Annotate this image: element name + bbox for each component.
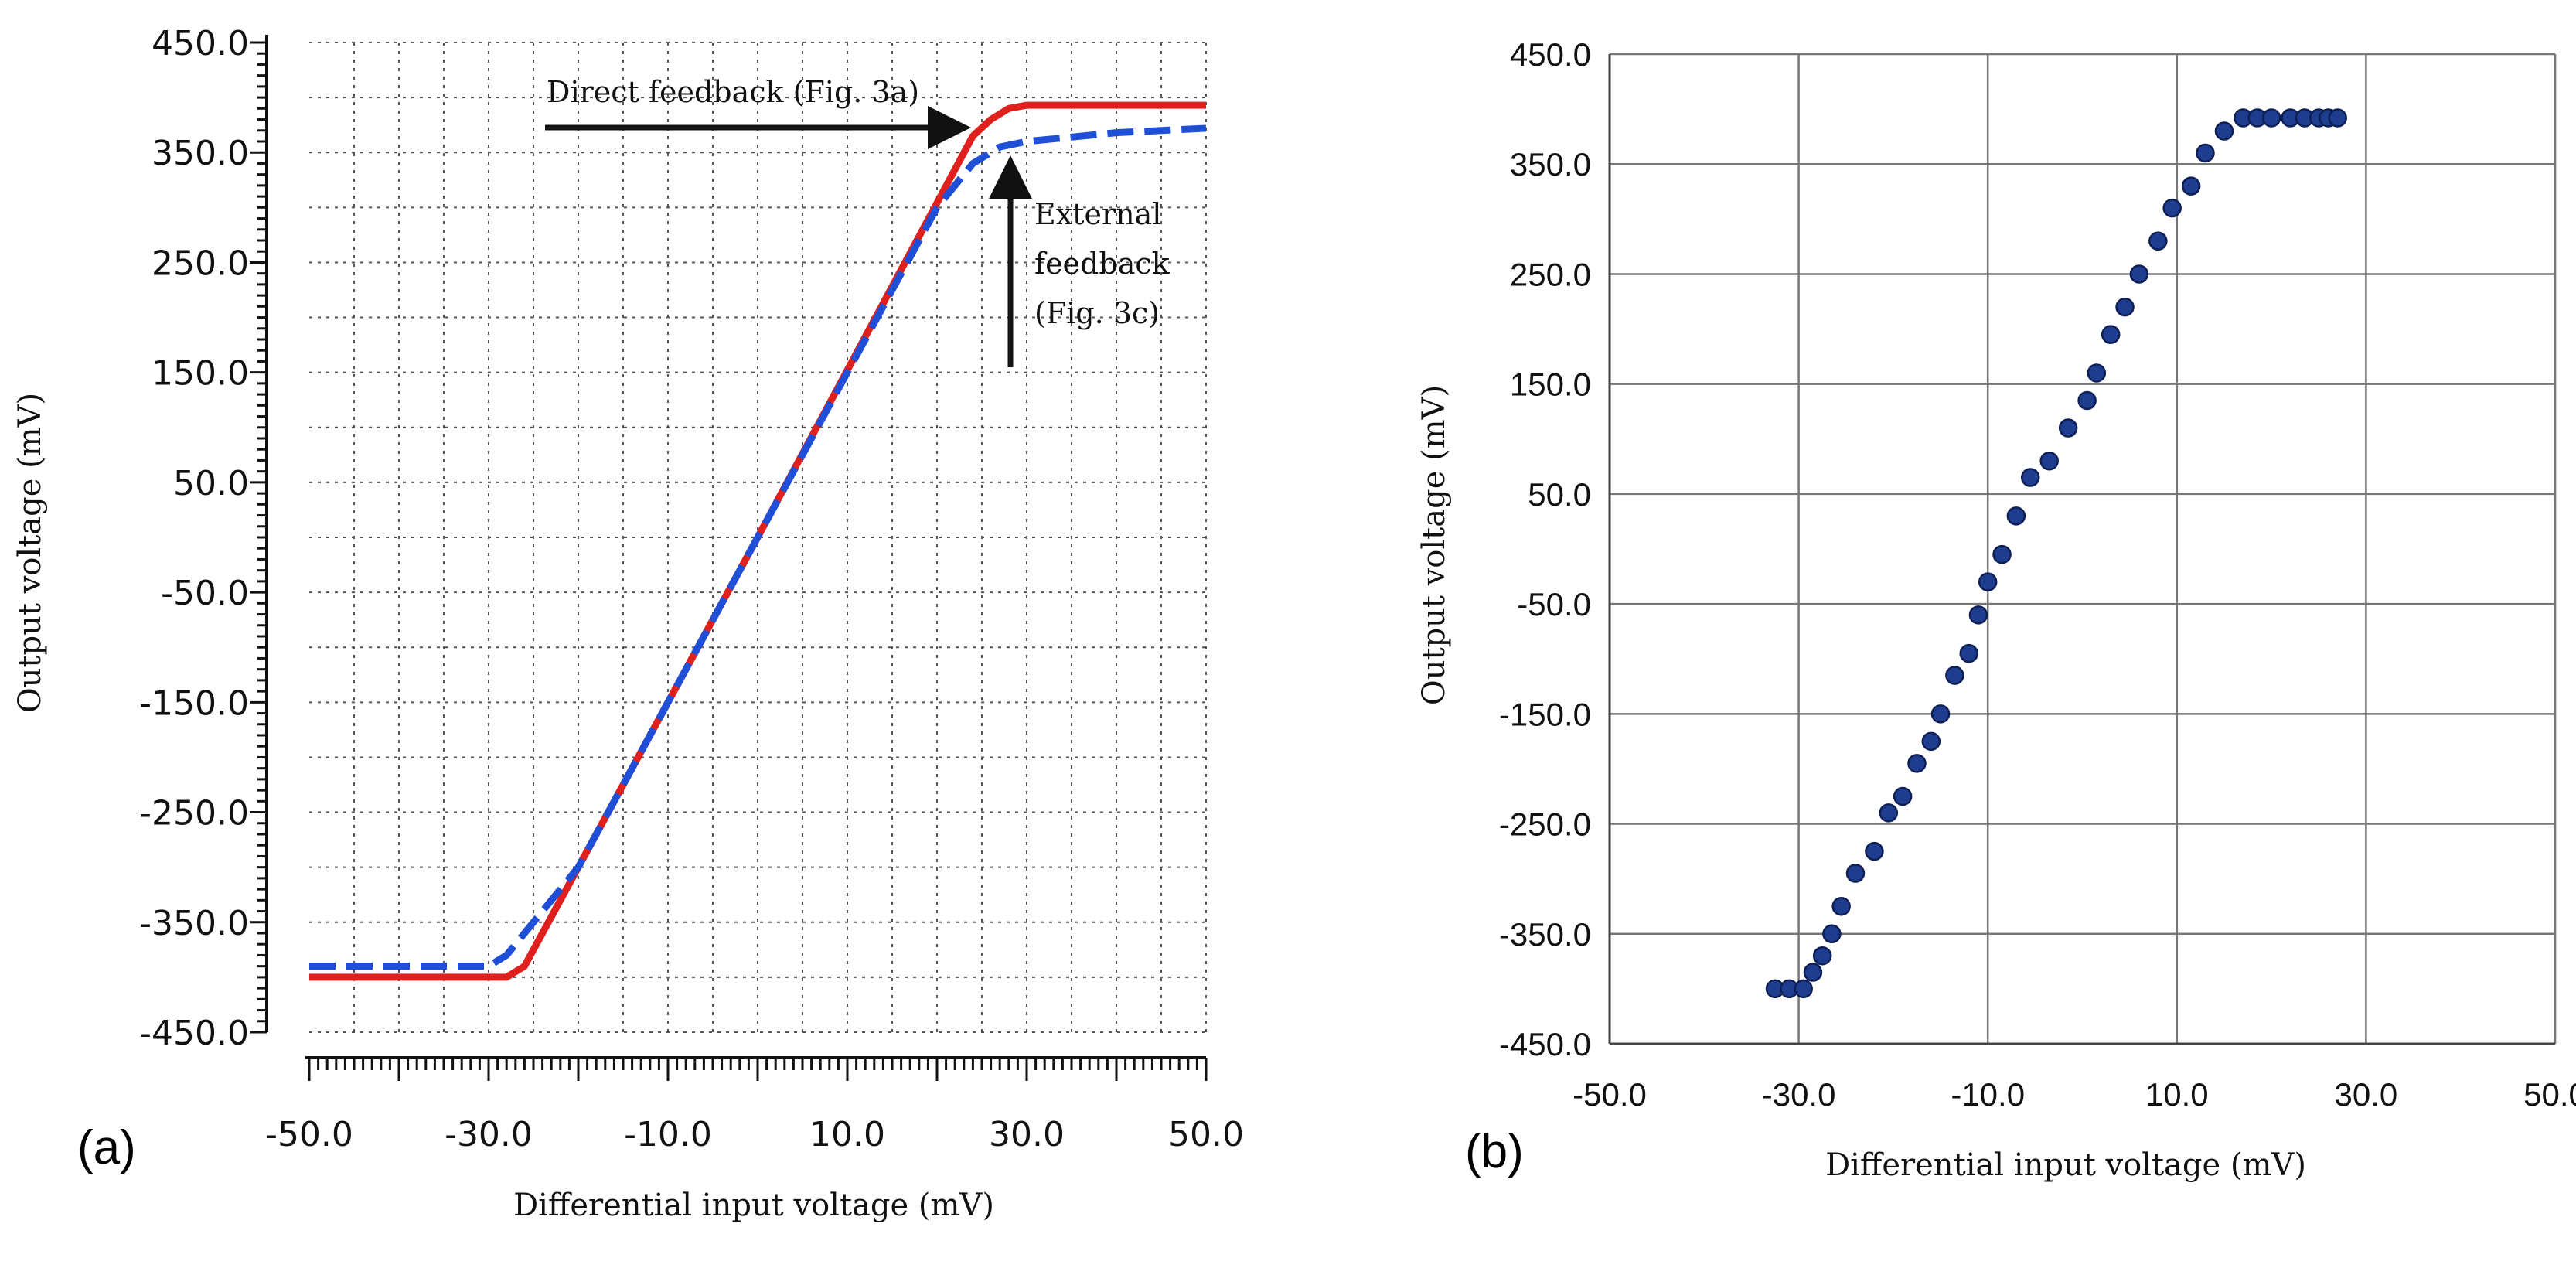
scatter-point — [2101, 325, 2121, 344]
x-tick-label: -10.0 — [624, 1115, 712, 1154]
chart-b-ylabel: Output voltage (mV) — [1416, 385, 1452, 705]
scatter-point — [2020, 468, 2040, 487]
chart-a-axes — [250, 35, 1208, 1081]
scatter-point — [2129, 264, 2149, 284]
scatter-point — [1959, 643, 1978, 663]
y-tick-label: 250.0 — [1510, 256, 1591, 292]
scatter-point — [2214, 121, 2234, 141]
scatter-point — [2148, 231, 2168, 251]
scatter-point — [1921, 731, 1941, 752]
scatter-point — [1803, 963, 1823, 982]
x-tick-label: 50.0 — [2523, 1076, 2576, 1113]
y-tick-label: 350.0 — [152, 134, 249, 173]
y-tick-label: 150.0 — [1510, 366, 1591, 403]
scatter-point — [1945, 666, 1964, 685]
chart-panel-b: 450.0 350.0 250.0 150.0 50.0 -50.0 -150.0 -250.… — [1416, 36, 2576, 1183]
x-tick-label: -50.0 — [265, 1115, 353, 1154]
x-tick-label: 30.0 — [2335, 1076, 2398, 1113]
panel-label-a: (a) — [77, 1121, 136, 1174]
y-tick-label: -150.0 — [1499, 696, 1591, 732]
scatter-point — [2058, 418, 2078, 438]
y-tick-label: -450.0 — [1499, 1026, 1591, 1062]
scatter-point — [1992, 544, 2012, 564]
scatter-point — [1812, 946, 1832, 966]
annotation-direct-feedback: Direct feedback (Fig. 3a) — [547, 75, 919, 109]
y-tick-label: 350.0 — [1510, 146, 1591, 182]
annotation-external-feedback-line3: (Fig. 3c) — [1034, 296, 1160, 330]
y-tick-label: 250.0 — [152, 244, 249, 283]
scatter-point — [2115, 297, 2135, 317]
scatter-point — [1893, 786, 1913, 806]
scatter-point — [2261, 108, 2281, 128]
y-tick-label: -150.0 — [139, 683, 249, 723]
scatter-point — [1879, 803, 1899, 823]
scatter-point — [1978, 572, 1998, 591]
scatter-point — [2077, 390, 2097, 411]
y-tick-label: 450.0 — [1510, 36, 1591, 73]
x-tick-label: -10.0 — [1951, 1076, 2025, 1113]
scatter-point — [1907, 754, 1927, 773]
y-tick-label: 450.0 — [152, 24, 249, 63]
x-tick-label: 50.0 — [1168, 1115, 1244, 1154]
x-tick-label: 10.0 — [2145, 1076, 2209, 1113]
panel-label-b: (b) — [1465, 1125, 1524, 1178]
scatter-point — [2162, 198, 2182, 218]
scatter-point — [1845, 864, 1866, 883]
chart-b-xlabel: Differential input voltage (mV) — [1825, 1147, 2306, 1183]
y-tick-label: 150.0 — [152, 354, 249, 394]
scatter-point — [1930, 704, 1951, 724]
x-tick-label: 10.0 — [809, 1115, 885, 1154]
y-tick-label: -50.0 — [161, 574, 249, 613]
chart-a-series — [309, 101, 1207, 981]
scatter-point — [2087, 363, 2107, 383]
chart-a-y-tick-labels: 450.0 350.0 250.0 150.0 50.0 -50.0 -150.0 -250.… — [139, 24, 249, 1053]
chart-b-axes — [1608, 54, 2555, 1045]
chart-a-ylabel: Output voltage (mV) — [12, 393, 48, 713]
chart-a-xlabel: Differential input voltage (mV) — [513, 1188, 994, 1223]
x-tick-label: -50.0 — [1573, 1076, 1647, 1113]
x-tick-label: -30.0 — [445, 1115, 533, 1154]
chart-b-series — [1765, 108, 2347, 999]
chart-a-x-tick-labels: -50.0 -30.0 -10.0 10.0 30.0 50.0 — [265, 1115, 1244, 1154]
scatter-point — [2006, 506, 2026, 526]
annotation-external-feedback-line2: feedback — [1034, 247, 1170, 281]
y-tick-label: 50.0 — [1528, 476, 1591, 513]
y-tick-label: -250.0 — [1499, 806, 1591, 843]
chart-panel-a: 450.0 350.0 250.0 150.0 50.0 -50.0 -150.0 -250.… — [12, 24, 1244, 1223]
series-line-direct-feedback — [309, 101, 1206, 981]
y-tick-label: -250.0 — [139, 794, 249, 833]
scatter-point — [2181, 176, 2201, 196]
scatter-point — [2328, 108, 2347, 128]
scatter-point — [1831, 896, 1851, 916]
chart-b-x-tick-labels: -50.0 -30.0 -10.0 10.0 30.0 50.0 — [1573, 1076, 2576, 1113]
scatter-point — [2039, 451, 2059, 471]
x-tick-label: 30.0 — [989, 1115, 1065, 1154]
scatter-point — [1968, 605, 1988, 625]
chart-a-annotations: Direct feedback (Fig. 3a) External feedb… — [545, 75, 1170, 367]
scatter-point — [2196, 143, 2215, 163]
y-tick-label: -350.0 — [1499, 916, 1591, 953]
annotation-external-feedback-line1: External — [1034, 197, 1161, 231]
chart-b-gridlines — [1610, 53, 2557, 1044]
scatter-point — [1865, 841, 1884, 861]
y-tick-label: -50.0 — [1517, 586, 1591, 622]
y-tick-label: -350.0 — [139, 904, 249, 943]
y-tick-label: 50.0 — [173, 464, 249, 503]
y-tick-label: -450.0 — [139, 1014, 249, 1053]
chart-b-y-tick-labels: 450.0 350.0 250.0 150.0 50.0 -50.0 -150.0 -250.… — [1499, 36, 1591, 1062]
scatter-point — [1794, 979, 1813, 999]
scatter-point — [1822, 924, 1842, 944]
series-line-external-feedback — [309, 124, 1207, 970]
x-tick-label: -30.0 — [1762, 1076, 1836, 1113]
